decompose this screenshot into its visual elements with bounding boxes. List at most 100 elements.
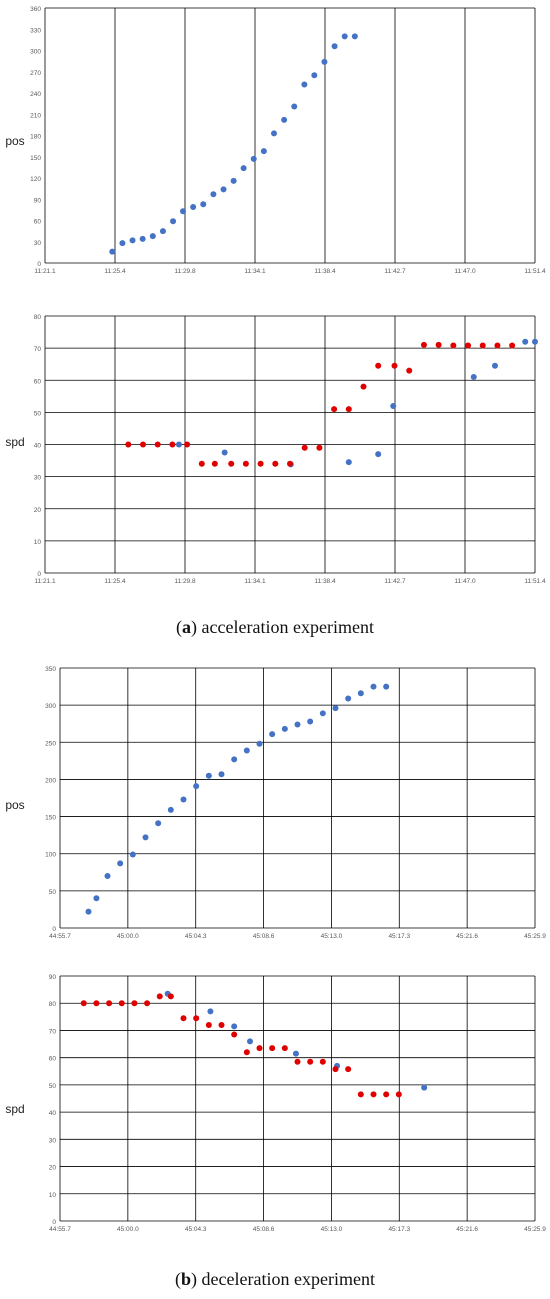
y-tick-label: 250: [45, 740, 56, 747]
y-tick-label: 0: [52, 926, 56, 933]
y-tick-label: 60: [34, 219, 42, 226]
x-tick-label: 11:51.4: [524, 268, 546, 275]
series-red: [125, 341, 516, 467]
data-point: [292, 1050, 299, 1057]
data-point: [370, 683, 377, 690]
y-tick-label: 80: [49, 1001, 57, 1008]
chart-deceleration-pos: pos 0 50 100 150 200 250 300 350 44:55.7 45:00.0 4…: [0, 655, 550, 940]
x-tick-label: 45:21.6: [456, 933, 478, 940]
data-point: [231, 1023, 238, 1030]
data-point: [491, 362, 498, 369]
data-point: [406, 367, 413, 374]
data-point: [450, 342, 457, 349]
data-point: [205, 772, 212, 779]
y-tick-label: 60: [49, 1056, 57, 1063]
caption-letter: b: [181, 1269, 192, 1289]
data-point: [331, 406, 338, 413]
data-point: [231, 1031, 238, 1038]
x-tick-label: 11:42.7: [384, 578, 406, 585]
data-point: [211, 460, 218, 467]
data-point: [331, 43, 338, 50]
data-point: [291, 103, 298, 110]
data-point: [357, 690, 364, 697]
data-point: [522, 338, 529, 345]
grid: [44, 7, 536, 264]
y-tick-label: 120: [30, 176, 41, 183]
y-tick-label: 300: [45, 703, 56, 710]
chart-acceleration-pos: pos 0 30 60 90 120 150 180 210 240 270 300 330 360 11…: [0, 0, 550, 280]
data-point: [319, 710, 326, 717]
data-point: [301, 444, 308, 451]
y-tick-label: 90: [49, 974, 57, 981]
data-point: [375, 362, 382, 369]
data-point: [180, 208, 187, 215]
x-tick-label: 45:25.9: [524, 933, 546, 940]
x-tick-label: 45:04.3: [185, 933, 207, 940]
data-point: [316, 444, 323, 451]
data-point: [281, 116, 288, 123]
data-point: [231, 756, 238, 763]
data-point: [470, 374, 477, 381]
data-point: [131, 1000, 138, 1007]
y-tick-label: 50: [49, 889, 57, 896]
x-tick-label: 11:21.1: [34, 268, 56, 275]
data-point: [256, 740, 263, 747]
data-point: [228, 460, 235, 467]
x-tick-label: 45:08.6: [253, 1226, 275, 1233]
data-point: [198, 460, 205, 467]
grid: [44, 315, 536, 574]
series-blue: [164, 990, 428, 1091]
y-tick-label: 50: [49, 1083, 57, 1090]
x-tick-label: 45:08.6: [253, 933, 275, 940]
data-point: [167, 993, 174, 1000]
y-tick-label: 70: [34, 346, 42, 353]
series-blue: [109, 33, 358, 255]
data-point: [294, 721, 301, 728]
data-point: [357, 1091, 364, 1098]
y-tick-label: 300: [30, 49, 41, 56]
data-point: [395, 1091, 402, 1098]
x-tick-label: 11:34.1: [244, 578, 266, 585]
y-tick-label: 40: [49, 1110, 57, 1117]
data-point: [370, 1091, 377, 1098]
data-point: [281, 725, 288, 732]
data-point: [332, 705, 339, 712]
series-blue: [175, 338, 538, 468]
data-point: [205, 1022, 212, 1028]
data-point: [242, 460, 249, 467]
x-tick-label: 45:04.3: [185, 1226, 207, 1233]
y-axis-label: spd: [5, 1102, 25, 1116]
data-point: [465, 342, 472, 349]
data-point: [129, 237, 136, 244]
data-point: [184, 441, 191, 448]
x-tick-label: 45:00.0: [117, 1226, 139, 1233]
data-point: [281, 1045, 288, 1052]
data-point: [106, 1000, 113, 1007]
data-point: [270, 130, 277, 137]
y-tick-label: 210: [30, 112, 41, 119]
y-tick-label: 150: [30, 155, 41, 162]
x-tick-label: 11:47.0: [454, 578, 476, 585]
data-point: [221, 449, 228, 456]
data-point: [200, 201, 207, 208]
y-tick-label: 40: [34, 443, 42, 450]
data-point: [139, 235, 146, 242]
x-tick-label: 45:21.6: [456, 1226, 478, 1233]
data-point: [360, 383, 367, 390]
data-point: [243, 1049, 250, 1056]
y-tick-label: 180: [30, 134, 41, 141]
x-tick-label: 11:34.1: [244, 268, 266, 275]
data-point: [210, 191, 217, 198]
y-tick-label: 10: [49, 1192, 57, 1199]
y-tick-label: 20: [34, 507, 42, 514]
caption-b: (b) deceleration experiment: [175, 1269, 375, 1289]
x-tick-label: 11:25.4: [104, 578, 126, 585]
data-point: [170, 218, 177, 225]
data-point: [240, 165, 247, 172]
x-tick-label: 11:38.4: [314, 268, 336, 275]
data-point: [93, 1000, 100, 1007]
y-tick-label: 20: [49, 1165, 57, 1172]
data-point: [332, 1066, 339, 1073]
series-red: [80, 993, 402, 1098]
data-point: [180, 1015, 187, 1022]
